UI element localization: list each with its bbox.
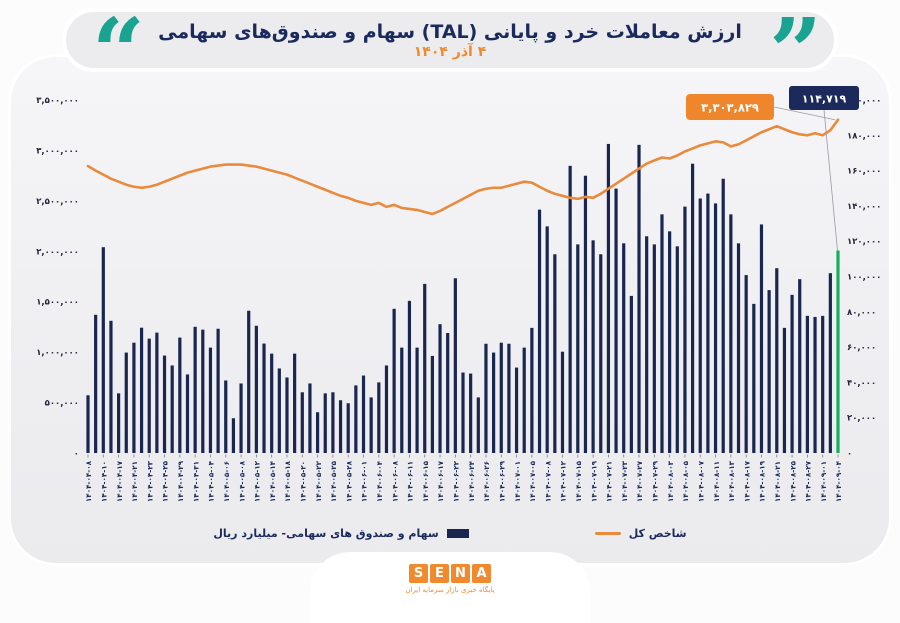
- svg-text:۱۴۰۴-۰۶-۰۱: ۱۴۰۴-۰۶-۰۱: [360, 461, 369, 502]
- svg-text:۱۴۰۴-۰۷-۱۲: ۱۴۰۴-۰۷-۱۲: [559, 460, 568, 502]
- svg-text:۱۴۰۴-۰۵-۱۲: ۱۴۰۴-۰۵-۱۲: [253, 460, 262, 502]
- bar-value-annotation: ۱۱۴,۷۱۹: [802, 93, 847, 106]
- svg-text:۱۴۰۴-۰۵-۰۸: ۱۴۰۴-۰۵-۰۸: [237, 460, 246, 502]
- bars-series: [86, 143, 840, 454]
- svg-text:۱۴۰,۰۰۰: ۱۴۰,۰۰۰: [847, 202, 881, 212]
- svg-text:۱۰۰,۰۰۰: ۱۰۰,۰۰۰: [847, 273, 881, 283]
- chart-canvas: ۰ ۵۰۰,۰۰۰ ۱,۰۰۰,۰۰۰ ۱,۵۰۰,۰۰۰ ۲,۰۰۰,۰۰۰ ۲,۵۰۰…: [36, 86, 881, 502]
- sena-logo-letter: N: [451, 564, 470, 583]
- sena-logo-letter: A: [472, 564, 491, 583]
- svg-text:۱۴۰۴-۰۸-۱۹: ۱۴۰۴-۰۸-۱۹: [758, 460, 767, 502]
- chart-legend: سهام و صندوق های سهامی- میلیارد ریال شاخ…: [0, 522, 900, 544]
- sena-logo: S E N A: [409, 564, 491, 583]
- svg-text:۱۴۰۴-۰۶-۲۴: ۱۴۰۴-۰۶-۲۴: [467, 460, 476, 502]
- svg-text:۱۴۰۴-۰۵-۰۴: ۱۴۰۴-۰۵-۰۴: [207, 460, 216, 502]
- svg-text:۱۴۰۴-۰۷-۲۹: ۱۴۰۴-۰۷-۲۹: [651, 460, 660, 502]
- svg-text:۵۰۰,۰۰۰: ۵۰۰,۰۰۰: [45, 399, 79, 409]
- svg-text:۲,۵۰۰,۰۰۰: ۲,۵۰۰,۰۰۰: [36, 197, 79, 207]
- svg-text:۱۴۰۴-۰۵-۰۶: ۱۴۰۴-۰۵-۰۶: [222, 461, 231, 502]
- svg-text:۱۴۰۴-۰۷-۲۱: ۱۴۰۴-۰۷-۲۱: [605, 461, 614, 502]
- line-value-annotation: ۳,۳۰۳,۸۲۹: [701, 101, 759, 115]
- svg-text:۱۴۰۴-۰۴-۲۱: ۱۴۰۴-۰۴-۲۱: [130, 461, 139, 502]
- x-axis-labels: ۱۴۰۴-۰۴-۰۸ ۱۴۰۴-۰۴-۱۰ ۱۴۰۴-۰۴-۱۷ ۱۴۰۴-۰۴-۲۱…: [84, 454, 843, 502]
- svg-text:۱۴۰۴-۰۵-۲۵: ۱۴۰۴-۰۵-۲۵: [329, 460, 338, 502]
- svg-text:۱۴۰۴-۰۴-۰۸: ۱۴۰۴-۰۴-۰۸: [84, 460, 93, 502]
- svg-text:۱۴۰۴-۰۸-۲۷: ۱۴۰۴-۰۸-۲۷: [804, 460, 813, 502]
- axis-tick-labels: ۰ ۵۰۰,۰۰۰ ۱,۰۰۰,۰۰۰ ۱,۵۰۰,۰۰۰ ۲,۰۰۰,۰۰۰ ۲,۵۰۰…: [36, 96, 881, 459]
- svg-text:۱۴۰۴-۰۶-۱۵: ۱۴۰۴-۰۶-۱۵: [421, 460, 430, 502]
- svg-text:۱۴۰۴-۰۸-۱۷: ۱۴۰۴-۰۸-۱۷: [742, 460, 751, 502]
- sena-logo-letter: E: [430, 564, 449, 583]
- svg-text:۱۴۰۴-۰۷-۱۵: ۱۴۰۴-۰۷-۱۵: [574, 460, 583, 502]
- svg-text:۱۴۰۴-۰۷-۲۳: ۱۴۰۴-۰۷-۲۳: [620, 460, 629, 502]
- svg-text:۱۴۰۴-۰۶-۱۱: ۱۴۰۴-۰۶-۱۱: [406, 461, 415, 502]
- svg-text:۱۴۰۴-۰۵-۲۲: ۱۴۰۴-۰۵-۲۲: [314, 460, 323, 502]
- svg-text:۱۴۰۴-۰۵-۲۸: ۱۴۰۴-۰۵-۲۸: [344, 460, 353, 502]
- footer-logo-area: S E N A پایگاه خبری بازار سرمایه ایران: [310, 552, 590, 623]
- svg-text:۸۰,۰۰۰: ۸۰,۰۰۰: [847, 308, 876, 318]
- svg-text:۱۴۰۴-۰۸-۰۵: ۱۴۰۴-۰۸-۰۵: [681, 460, 690, 502]
- annotation-boxes: ۳,۳۰۳,۸۲۹ ۱۱۴,۷۱۹: [686, 86, 859, 120]
- svg-text:۱۲۰,۰۰۰: ۱۲۰,۰۰۰: [847, 237, 881, 247]
- svg-text:۱۴۰۴-۰۴-۲۳: ۱۴۰۴-۰۴-۲۳: [145, 460, 154, 502]
- legend-line-label: شاخص کل: [628, 526, 687, 540]
- svg-text:۱۴۰۴-۰۷-۰۸: ۱۴۰۴-۰۷-۰۸: [543, 460, 552, 502]
- svg-text:۱۴۰۴-۰۸-۱۱: ۱۴۰۴-۰۸-۱۱: [712, 461, 721, 502]
- svg-text:۱۴۰۴-۰۹-۰۱: ۱۴۰۴-۰۹-۰۱: [819, 461, 828, 502]
- svg-text:۱,۵۰۰,۰۰۰: ۱,۵۰۰,۰۰۰: [36, 298, 79, 308]
- sena-logo-letter: S: [409, 564, 428, 583]
- svg-text:۱۴۰۴-۰۷-۱۹: ۱۴۰۴-۰۷-۱۹: [589, 460, 598, 502]
- svg-text:۱۴۰۴-۰۸-۱۳: ۱۴۰۴-۰۸-۱۳: [727, 460, 736, 502]
- svg-text:۱۴۰۴-۰۷-۲۷: ۱۴۰۴-۰۷-۲۷: [635, 460, 644, 502]
- svg-text:۴۰,۰۰۰: ۴۰,۰۰۰: [847, 378, 876, 388]
- svg-text:۱۴۰۴-۰۵-۱۸: ۱۴۰۴-۰۵-۱۸: [283, 460, 292, 502]
- svg-text:۱۶۰,۰۰۰: ۱۶۰,۰۰۰: [847, 167, 881, 177]
- index-line: [86, 118, 840, 216]
- svg-text:۰: ۰: [847, 449, 852, 459]
- svg-text:۲,۰۰۰,۰۰۰: ۲,۰۰۰,۰۰۰: [36, 247, 79, 257]
- svg-text:۰: ۰: [74, 449, 79, 459]
- svg-text:۱۴۰۴-۰۴-۳۱: ۱۴۰۴-۰۴-۳۱: [191, 461, 200, 502]
- svg-text:۱۴۰۴-۰۶-۲۹: ۱۴۰۴-۰۶-۲۹: [497, 460, 506, 502]
- annotation-callouts: [773, 106, 838, 251]
- svg-text:۱۴۰۴-۰۸-۲۱: ۱۴۰۴-۰۸-۲۱: [773, 461, 782, 502]
- svg-text:۱۴۰۴-۰۶-۰۴: ۱۴۰۴-۰۶-۰۴: [375, 460, 384, 502]
- svg-text:۱۴۰۴-۰۸-۲۵: ۱۴۰۴-۰۸-۲۵: [788, 460, 797, 502]
- svg-text:۳,۵۰۰,۰۰۰: ۳,۵۰۰,۰۰۰: [36, 96, 79, 106]
- svg-text:۱۴۰۴-۰۸-۰۳: ۱۴۰۴-۰۸-۰۳: [666, 460, 675, 502]
- svg-text:۲۰۰,۰۰۰: ۲۰۰,۰۰۰: [847, 96, 881, 106]
- title-block: ارزش معاملات خرد و پایانی (TAL) سهام و ص…: [158, 21, 742, 60]
- svg-text:۱۴۰۴-۰۶-۲۶: ۱۴۰۴-۰۶-۲۶: [482, 461, 491, 502]
- svg-text:۱۴۰۴-۰۶-۱۷: ۱۴۰۴-۰۶-۱۷: [436, 460, 445, 502]
- svg-text:۱۴۰۴-۰۷-۰۵: ۱۴۰۴-۰۷-۰۵: [528, 460, 537, 502]
- svg-text:۱۴۰۴-۰۸-۰۷: ۱۴۰۴-۰۸-۰۷: [696, 460, 705, 502]
- svg-text:۱۴۰۴-۰۵-۱۴: ۱۴۰۴-۰۵-۱۴: [268, 460, 277, 502]
- svg-text:۱۴۰۴-۰۴-۱۷: ۱۴۰۴-۰۴-۱۷: [115, 460, 124, 502]
- header-banner: ارزش معاملات خرد و پایانی (TAL) سهام و ص…: [62, 8, 838, 72]
- svg-text:۶۰,۰۰۰: ۶۰,۰۰۰: [847, 343, 876, 353]
- svg-text:۱۸۰,۰۰۰: ۱۸۰,۰۰۰: [847, 131, 881, 141]
- svg-text:۱,۰۰۰,۰۰۰: ۱,۰۰۰,۰۰۰: [36, 348, 79, 358]
- svg-text:۲۰,۰۰۰: ۲۰,۰۰۰: [847, 414, 876, 424]
- svg-text:۱۴۰۴-۰۴-۲۵: ۱۴۰۴-۰۴-۲۵: [161, 460, 170, 502]
- svg-text:۱۴۰۴-۰۶-۲۲: ۱۴۰۴-۰۶-۲۲: [452, 460, 461, 502]
- legend-line-swatch: [594, 531, 621, 535]
- svg-text:۱۴۰۴-۰۴-۲۹: ۱۴۰۴-۰۴-۲۹: [176, 460, 185, 502]
- legend-bars-label: سهام و صندوق های سهامی- میلیارد ریال: [213, 526, 439, 540]
- svg-text:۱۴۰۴-۰۹-۰۴: ۱۴۰۴-۰۹-۰۴: [834, 460, 843, 502]
- page-subtitle-date: ۴ آذر ۱۴۰۴: [413, 43, 487, 60]
- svg-text:۱۴۰۴-۰۵-۲۰: ۱۴۰۴-۰۵-۲۰: [298, 461, 307, 502]
- legend-bars-swatch: [446, 528, 469, 538]
- svg-text:۳,۰۰۰,۰۰۰: ۳,۰۰۰,۰۰۰: [36, 146, 79, 156]
- svg-text:۱۴۰۴-۰۶-۰۸: ۱۴۰۴-۰۶-۰۸: [390, 460, 399, 502]
- page-title: ارزش معاملات خرد و پایانی (TAL) سهام و ص…: [158, 20, 742, 43]
- sena-logo-tagline: پایگاه خبری بازار سرمایه ایران: [405, 586, 495, 594]
- svg-text:۱۴۰۴-۰۴-۱۰: ۱۴۰۴-۰۴-۱۰: [100, 461, 109, 502]
- svg-text:۱۴۰۴-۰۷-۰۱: ۱۴۰۴-۰۷-۰۱: [513, 461, 522, 502]
